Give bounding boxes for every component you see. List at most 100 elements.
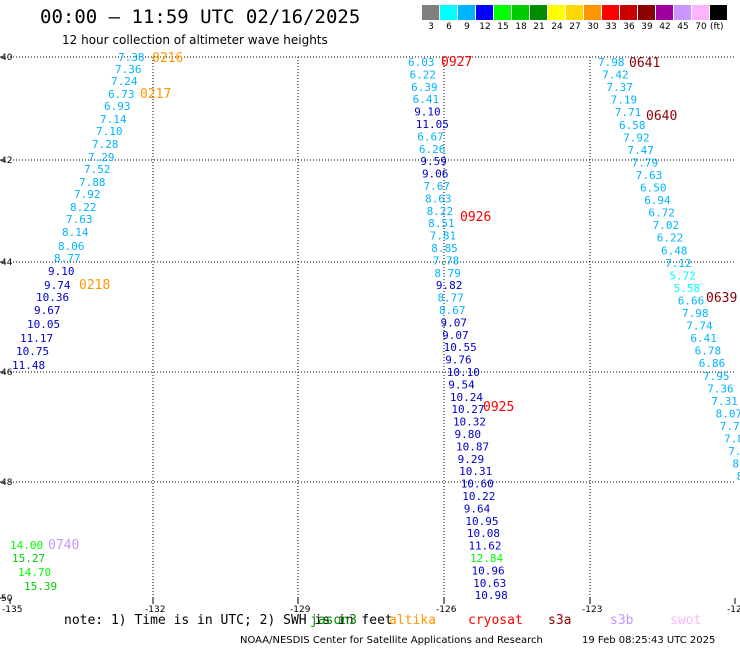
wave-height-value: 9.10 bbox=[48, 265, 75, 278]
wave-height-value: 8 bbox=[737, 470, 740, 483]
wave-height-value: 7.92 bbox=[623, 131, 650, 144]
wave-height-value: 7.36 bbox=[707, 382, 734, 395]
lat-label: 42 bbox=[1, 156, 12, 166]
pass-time-label: 0640 bbox=[646, 109, 677, 124]
wave-height-value: 8.67 bbox=[439, 304, 466, 317]
sat-label-cryosat: cryosat bbox=[468, 613, 523, 628]
wave-height-value: 7.12 bbox=[665, 257, 692, 270]
wave-height-value: 11.17 bbox=[20, 332, 53, 345]
lon-label: -129 bbox=[290, 605, 311, 615]
wave-height-value: 6.50 bbox=[640, 182, 667, 195]
wave-height-value: 6.73 bbox=[108, 88, 135, 101]
wave-height-value: 9.59 bbox=[420, 155, 447, 168]
wave-height-value: 9.67 bbox=[34, 304, 61, 317]
pass-time-label: 0218 bbox=[79, 278, 110, 293]
wave-height-value: 7.67 bbox=[424, 180, 451, 193]
wave-height-value: 10.22 bbox=[462, 490, 495, 503]
wave-height-value: 5.58 bbox=[674, 282, 701, 295]
wave-height-value: 14.70 bbox=[18, 566, 51, 579]
wave-height-value: 7.98 bbox=[682, 307, 709, 320]
wave-height-value: 7.81 bbox=[430, 230, 457, 243]
wave-height-value: 10.60 bbox=[461, 478, 494, 491]
wave-height-value: 7.70 bbox=[720, 420, 740, 433]
wave-height-value: 11.48 bbox=[12, 359, 45, 372]
wave-height-value: 7.63 bbox=[636, 169, 663, 182]
wave-height-value: 8.77 bbox=[437, 292, 464, 305]
wave-height-value: 7.79 bbox=[632, 156, 659, 169]
wave-height-value: 7.29 bbox=[88, 151, 115, 164]
wave-height-value: 8.22 bbox=[70, 201, 97, 214]
wave-height-value: 8.85 bbox=[431, 242, 458, 255]
legend-swatch bbox=[584, 5, 601, 20]
legend-label: 70 bbox=[695, 22, 707, 32]
wave-height-value: 7.83 bbox=[724, 433, 740, 446]
wave-height-value: 5.72 bbox=[669, 269, 696, 282]
legend-swatch bbox=[620, 5, 637, 20]
wave-height-value: 8.51 bbox=[428, 217, 455, 230]
legend-label: 9 bbox=[464, 22, 470, 32]
wave-height-value: 12.84 bbox=[470, 552, 503, 565]
wave-height-value: 10.05 bbox=[27, 318, 60, 331]
pass-time-label: 0216 bbox=[152, 51, 183, 66]
wave-height-value: 9.76 bbox=[445, 354, 472, 367]
lat-label: 48 bbox=[1, 478, 13, 488]
wave-height-value: 9.07 bbox=[442, 329, 469, 342]
wave-height-value: 10.10 bbox=[447, 366, 480, 379]
legend-swatch bbox=[494, 5, 511, 20]
wave-height-value: 8. bbox=[732, 458, 740, 471]
legend-swatch bbox=[674, 5, 691, 20]
lon-label: -132 bbox=[145, 605, 165, 615]
legend-label: 12 bbox=[479, 22, 491, 32]
pass-time-label: 0641 bbox=[629, 56, 660, 71]
wave-height-value: 6.39 bbox=[411, 81, 438, 94]
wave-height-value: 10.87 bbox=[456, 440, 489, 453]
lon-label: -120 bbox=[727, 605, 740, 615]
wave-height-value: 7.71 bbox=[615, 106, 642, 119]
wave-height-value: 9.64 bbox=[464, 502, 491, 515]
wave-height-value: 7.92 bbox=[74, 188, 101, 201]
wave-height-value: 9.74 bbox=[44, 279, 71, 292]
wave-height-value: 9.80 bbox=[455, 428, 482, 441]
legend-label: 36 bbox=[623, 22, 635, 32]
lat-label: 50 bbox=[1, 594, 13, 604]
legend-label: 3 bbox=[428, 22, 434, 32]
wave-height-value: 10.27 bbox=[451, 403, 484, 416]
wave-height-value: 7.78 bbox=[433, 254, 460, 267]
wave-height-value: 10.32 bbox=[453, 416, 486, 429]
legend-label: 27 bbox=[569, 22, 581, 32]
wave-height-value: 6.86 bbox=[699, 357, 726, 370]
pass-time-label: 0217 bbox=[140, 87, 171, 102]
wave-height-value: 7.24 bbox=[111, 75, 138, 88]
pass-time-label: 0740 bbox=[48, 538, 79, 553]
lon-label: -123 bbox=[582, 605, 602, 615]
lon-label: -126 bbox=[436, 605, 457, 615]
wave-height-value: 10.95 bbox=[465, 515, 498, 528]
wave-height-value: 8.79 bbox=[434, 267, 461, 280]
wave-height-value: 6.67 bbox=[417, 130, 444, 143]
wave-height-value: 11.62 bbox=[468, 540, 501, 553]
wave-height-value: 14.00 bbox=[10, 539, 43, 552]
page-subtitle: 12 hour collection of altimeter wave hei… bbox=[62, 33, 328, 47]
wave-height-value: 8.22 bbox=[427, 205, 454, 218]
sat-label-jason3: jason3 bbox=[310, 613, 357, 628]
wave-height-value: 8.77 bbox=[54, 252, 81, 265]
wave-height-value: 7.14 bbox=[100, 113, 127, 126]
wave-height-value: 9.06 bbox=[422, 168, 449, 181]
legend-label: 15 bbox=[497, 22, 509, 32]
wave-height-value: 10.08 bbox=[467, 527, 500, 540]
wave-height-value: 8.07 bbox=[716, 407, 740, 420]
credit-line: NOAA/NESDIS Center for Satellite Applica… bbox=[240, 635, 543, 646]
wave-height-value: 7.19 bbox=[611, 94, 638, 107]
wave-height-value: 7.31 bbox=[711, 395, 738, 408]
wave-height-value: 10.24 bbox=[450, 391, 483, 404]
wave-height-value: 10.75 bbox=[16, 345, 49, 358]
sat-label-s3a: s3a bbox=[548, 613, 572, 628]
lat-label: 40 bbox=[1, 53, 13, 63]
wave-height-value: 6.41 bbox=[690, 332, 717, 345]
wave-height-value: 8.63 bbox=[425, 192, 452, 205]
wave-height-value: 7.38 bbox=[118, 51, 145, 64]
legend-label: 30 bbox=[587, 22, 599, 32]
legend-swatch bbox=[692, 5, 709, 20]
wave-height-value: 15.27 bbox=[12, 552, 45, 565]
